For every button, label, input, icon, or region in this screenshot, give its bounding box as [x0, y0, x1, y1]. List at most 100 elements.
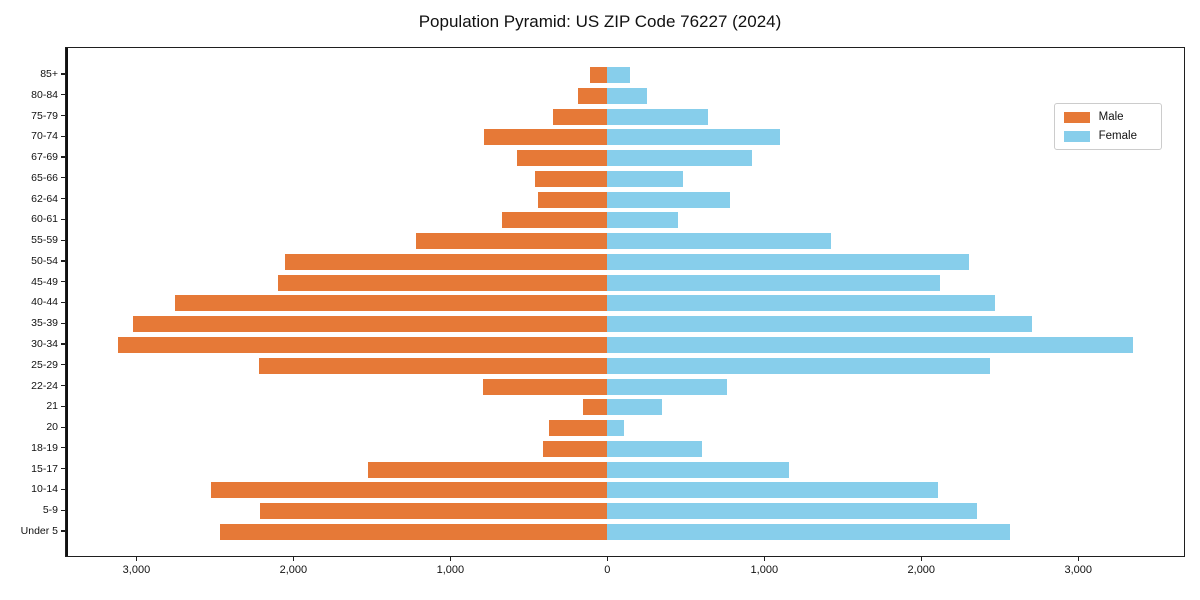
- y-tick-mark: [61, 94, 65, 96]
- male-bar: [416, 233, 608, 250]
- female-bar: [607, 233, 832, 250]
- female-bar: [607, 337, 1134, 354]
- male-bar: [117, 337, 608, 354]
- y-tick-mark: [61, 239, 65, 241]
- y-tick-mark: [61, 343, 65, 345]
- legend-entry-male: Male: [1063, 111, 1151, 123]
- male-bar: [258, 357, 608, 374]
- x-tick-mark: [135, 557, 137, 561]
- y-tick-label: 25-29: [31, 358, 58, 371]
- y-tick-label: 80-84: [31, 88, 58, 101]
- y-tick-label: 55-59: [31, 234, 58, 247]
- male-bar: [285, 253, 608, 270]
- male-bar: [552, 108, 608, 125]
- male-bar: [368, 461, 608, 478]
- x-tick-mark: [763, 557, 765, 561]
- y-tick-mark: [61, 405, 65, 407]
- male-bar: [220, 523, 608, 540]
- male-bar: [543, 440, 608, 457]
- male-bar: [133, 316, 608, 333]
- male-bar: [174, 295, 608, 312]
- y-tick-label: 85+: [40, 68, 58, 80]
- y-tick-mark: [61, 156, 65, 158]
- plot-area: Male Female: [65, 47, 1185, 557]
- female-bar: [607, 440, 703, 457]
- female-bar: [607, 150, 753, 167]
- female-color-swatch: [1063, 130, 1090, 142]
- x-tick-mark: [449, 557, 451, 561]
- chart-title: Population Pyramid: US ZIP Code 76227 (2…: [418, 12, 782, 31]
- female-bar: [607, 295, 996, 312]
- male-bar: [534, 170, 608, 187]
- y-tick-mark: [61, 114, 65, 117]
- y-tick-label: 65-66: [31, 171, 58, 184]
- female-bar: [607, 274, 940, 291]
- x-tick-label: 3,000: [122, 564, 151, 576]
- female-bar: [607, 420, 624, 437]
- x-tick-label: 2,000: [907, 564, 936, 576]
- female-bar: [607, 523, 1011, 540]
- legend: Male Female: [1053, 103, 1162, 150]
- y-tick-mark: [61, 260, 65, 262]
- y-tick-mark: [61, 384, 65, 387]
- x-tick-label: 0: [604, 564, 611, 576]
- male-bar: [260, 503, 608, 520]
- male-bar: [210, 482, 608, 499]
- x-tick-label: 1,000: [750, 564, 779, 576]
- male-color-swatch: [1063, 111, 1090, 123]
- female-bar: [607, 357, 991, 374]
- male-bar: [577, 87, 608, 104]
- y-tick-label: 62-64: [31, 192, 58, 205]
- female-bar: [607, 482, 938, 499]
- x-tick-label: 2,000: [279, 564, 308, 576]
- female-bar: [607, 253, 970, 270]
- legend-entry-female: Female: [1063, 130, 1151, 142]
- y-tick-label: 75-79: [31, 109, 58, 122]
- y-tick-label: 20: [46, 421, 58, 434]
- y-tick-mark: [61, 530, 65, 532]
- y-tick-label: 30-34: [31, 338, 58, 351]
- male-bar: [502, 212, 608, 229]
- y-tick-mark: [61, 488, 65, 491]
- female-bar: [607, 191, 730, 208]
- female-bar: [607, 503, 978, 520]
- x-tick-mark: [1077, 557, 1079, 561]
- y-tick-mark: [61, 218, 65, 220]
- female-bar: [607, 129, 780, 146]
- y-tick-mark: [61, 301, 65, 304]
- y-tick-label: 15-17: [31, 462, 58, 475]
- y-tick-mark: [61, 322, 65, 324]
- y-tick-label: 21: [46, 400, 58, 413]
- male-bar: [549, 420, 608, 437]
- female-bar: [607, 87, 648, 104]
- y-tick-label: 45-49: [31, 275, 58, 288]
- y-tick-mark: [61, 177, 65, 179]
- y-tick-mark: [61, 468, 65, 470]
- female-bar: [607, 170, 684, 187]
- y-tick-label: Under 5: [20, 524, 58, 537]
- female-bar: [607, 378, 728, 395]
- female-bar: [607, 212, 678, 229]
- male-bar: [516, 150, 608, 167]
- y-tick-mark: [61, 281, 65, 283]
- female-bar: [607, 316, 1032, 333]
- male-bar: [482, 378, 608, 395]
- y-tick-mark: [61, 426, 65, 428]
- legend-label-female: Female: [1098, 130, 1137, 142]
- x-tick-label: 1,000: [436, 564, 465, 576]
- male-bar: [583, 399, 608, 416]
- zero-axis-line: [66, 48, 68, 556]
- y-tick-mark: [61, 198, 65, 200]
- male-bar: [590, 67, 608, 83]
- female-bar: [607, 67, 631, 83]
- x-tick-mark: [606, 557, 608, 561]
- legend-label-male: Male: [1098, 111, 1124, 123]
- male-bar: [538, 191, 608, 208]
- y-tick-mark: [61, 135, 65, 137]
- y-tick-mark: [61, 447, 65, 449]
- y-tick-label: 70-74: [31, 130, 58, 143]
- y-tick-label: 10-14: [31, 483, 58, 496]
- y-tick-label: 18-19: [31, 441, 58, 454]
- x-tick-mark: [920, 557, 922, 561]
